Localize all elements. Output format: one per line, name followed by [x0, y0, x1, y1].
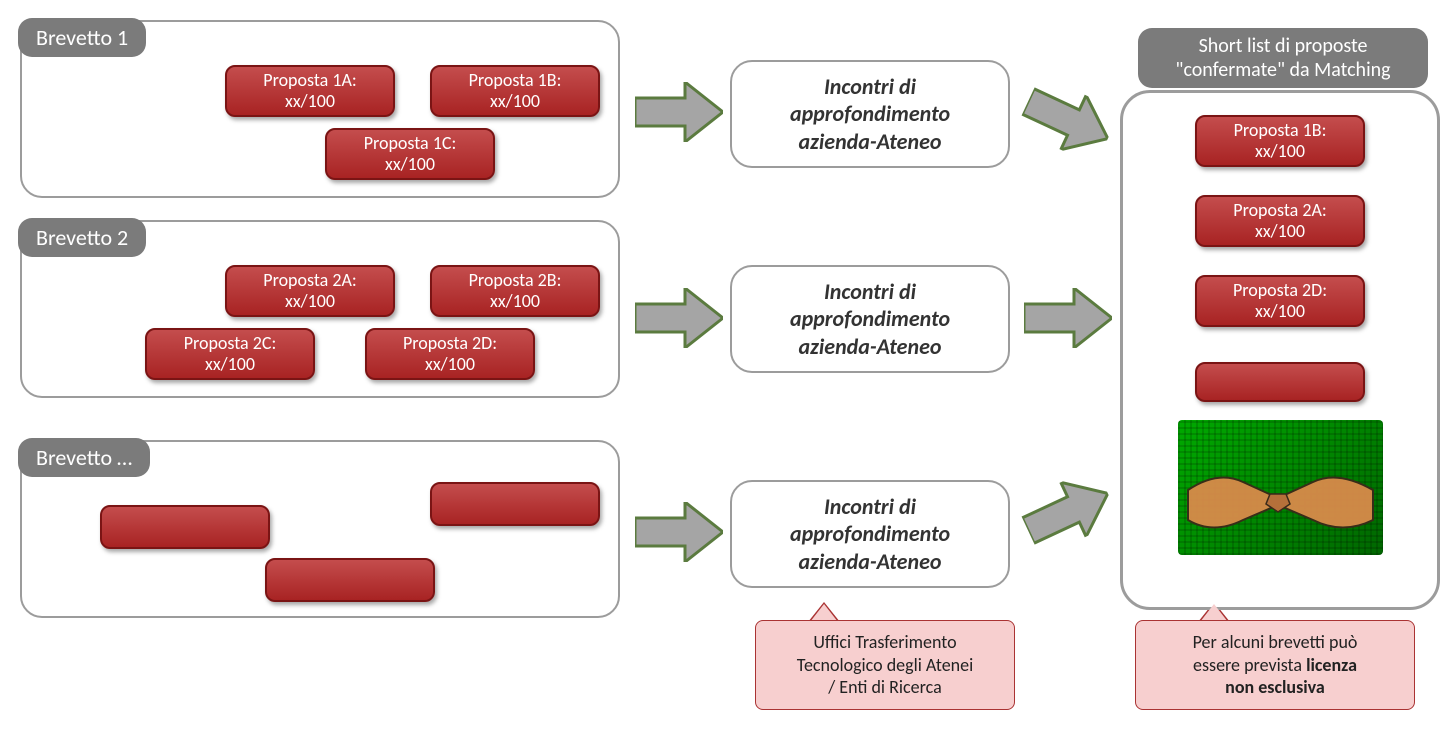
proposta-2d: Proposta 2D: xx/100: [365, 328, 535, 380]
meeting-box-1: Incontri di approfondimento azienda-Aten…: [730, 60, 1010, 168]
proposta-2c: Proposta 2C: xx/100: [145, 328, 315, 380]
final-2a-title: Proposta 2A:: [1197, 200, 1363, 221]
final-shortlist-label: Short list di proposte "confermate" da M…: [1138, 28, 1428, 88]
meeting-2-l2: approfondimento: [790, 305, 950, 332]
callout-2-l2-pre: essere prevista: [1193, 654, 1306, 676]
meeting-box-3: Incontri di approfondimento azienda-Aten…: [730, 480, 1010, 588]
diagram-stage: Brevetto 1 Proposta 1A: xx/100 Proposta …: [10, 10, 1436, 729]
final-proposta-1b: Proposta 1B: xx/100: [1195, 115, 1365, 167]
group-label-1: Brevetto 1: [18, 18, 146, 57]
arrow-5: [1024, 288, 1112, 348]
proposta-2d-score: xx/100: [367, 354, 533, 375]
proposta-2c-title: Proposta 2C:: [147, 333, 313, 354]
proposta-1c-score: xx/100: [327, 154, 493, 175]
group-label-2: Brevetto 2: [18, 218, 146, 257]
arrow-1: [635, 82, 723, 142]
final-2d-title: Proposta 2D:: [1197, 280, 1363, 301]
proposta-2b-score: xx/100: [432, 291, 598, 312]
proposta-2c-score: xx/100: [147, 354, 313, 375]
proposta-1b: Proposta 1B: xx/100: [430, 65, 600, 117]
final-2a-score: xx/100: [1197, 221, 1363, 242]
proposta-2b-title: Proposta 2B:: [432, 270, 598, 291]
callout-uffici: Uffici Trasferimento Tecnologico degli A…: [755, 620, 1015, 710]
meeting-2-l1: Incontri di: [824, 278, 916, 305]
final-1b-score: xx/100: [1197, 141, 1363, 162]
proposta-1a-title: Proposta 1A:: [227, 70, 393, 91]
final-label-l2: "confermate" da Matching: [1175, 58, 1390, 82]
proposta-blank-1: [100, 505, 270, 549]
meeting-1-l3: azienda-Ateneo: [799, 128, 942, 155]
proposta-1a: Proposta 1A: xx/100: [225, 65, 395, 117]
proposta-2d-title: Proposta 2D:: [367, 333, 533, 354]
final-1b-title: Proposta 1B:: [1197, 120, 1363, 141]
arrow-3: [635, 502, 723, 562]
proposta-2b: Proposta 2B: xx/100: [430, 265, 600, 317]
group-label-3: Brevetto …: [18, 438, 150, 477]
meeting-3-l1: Incontri di: [824, 493, 916, 520]
callout-2-l2-bold: licenza: [1306, 654, 1357, 676]
final-proposta-2a: Proposta 2A: xx/100: [1195, 195, 1365, 247]
meeting-3-l2: approfondimento: [790, 520, 950, 547]
meeting-1-l1: Incontri di: [824, 73, 916, 100]
arrow-4: [1015, 74, 1120, 166]
callout-1-l2: Tecnologico degli Atenei: [797, 654, 973, 676]
meeting-1-l2: approfondimento: [790, 100, 950, 127]
callout-1-l1: Uffici Trasferimento: [813, 631, 956, 653]
proposta-1c: Proposta 1C: xx/100: [325, 128, 495, 180]
callout-2-l1: Per alcuni brevetti può: [1193, 631, 1358, 653]
proposta-2a-title: Proposta 2A:: [227, 270, 393, 291]
proposta-2a-score: xx/100: [227, 291, 393, 312]
meeting-3-l3: azienda-Ateneo: [799, 548, 942, 575]
proposta-1b-score: xx/100: [432, 91, 598, 112]
final-proposta-2d: Proposta 2D: xx/100: [1195, 275, 1365, 327]
proposta-1c-title: Proposta 1C:: [327, 133, 493, 154]
proposta-blank-2: [265, 558, 435, 602]
final-2d-score: xx/100: [1197, 301, 1363, 322]
meeting-2-l3: azienda-Ateneo: [799, 333, 942, 360]
arrow-2: [635, 288, 723, 348]
arrow-6: [1015, 466, 1120, 558]
callout-2-l3-bold: non esclusiva: [1225, 676, 1325, 698]
callout-licenza: Per alcuni brevetti può essere prevista …: [1135, 620, 1415, 710]
callout-1-l3: / Enti di Ricerca: [828, 676, 941, 698]
proposta-1a-score: xx/100: [227, 91, 393, 112]
proposta-blank-3: [430, 482, 600, 526]
proposta-1b-title: Proposta 1B:: [432, 70, 598, 91]
proposta-2a: Proposta 2A: xx/100: [225, 265, 395, 317]
final-label-l1: Short list di proposte: [1199, 34, 1368, 58]
handshake-image: [1178, 420, 1383, 555]
final-proposta-blank: [1195, 362, 1365, 402]
meeting-box-2: Incontri di approfondimento azienda-Aten…: [730, 265, 1010, 373]
